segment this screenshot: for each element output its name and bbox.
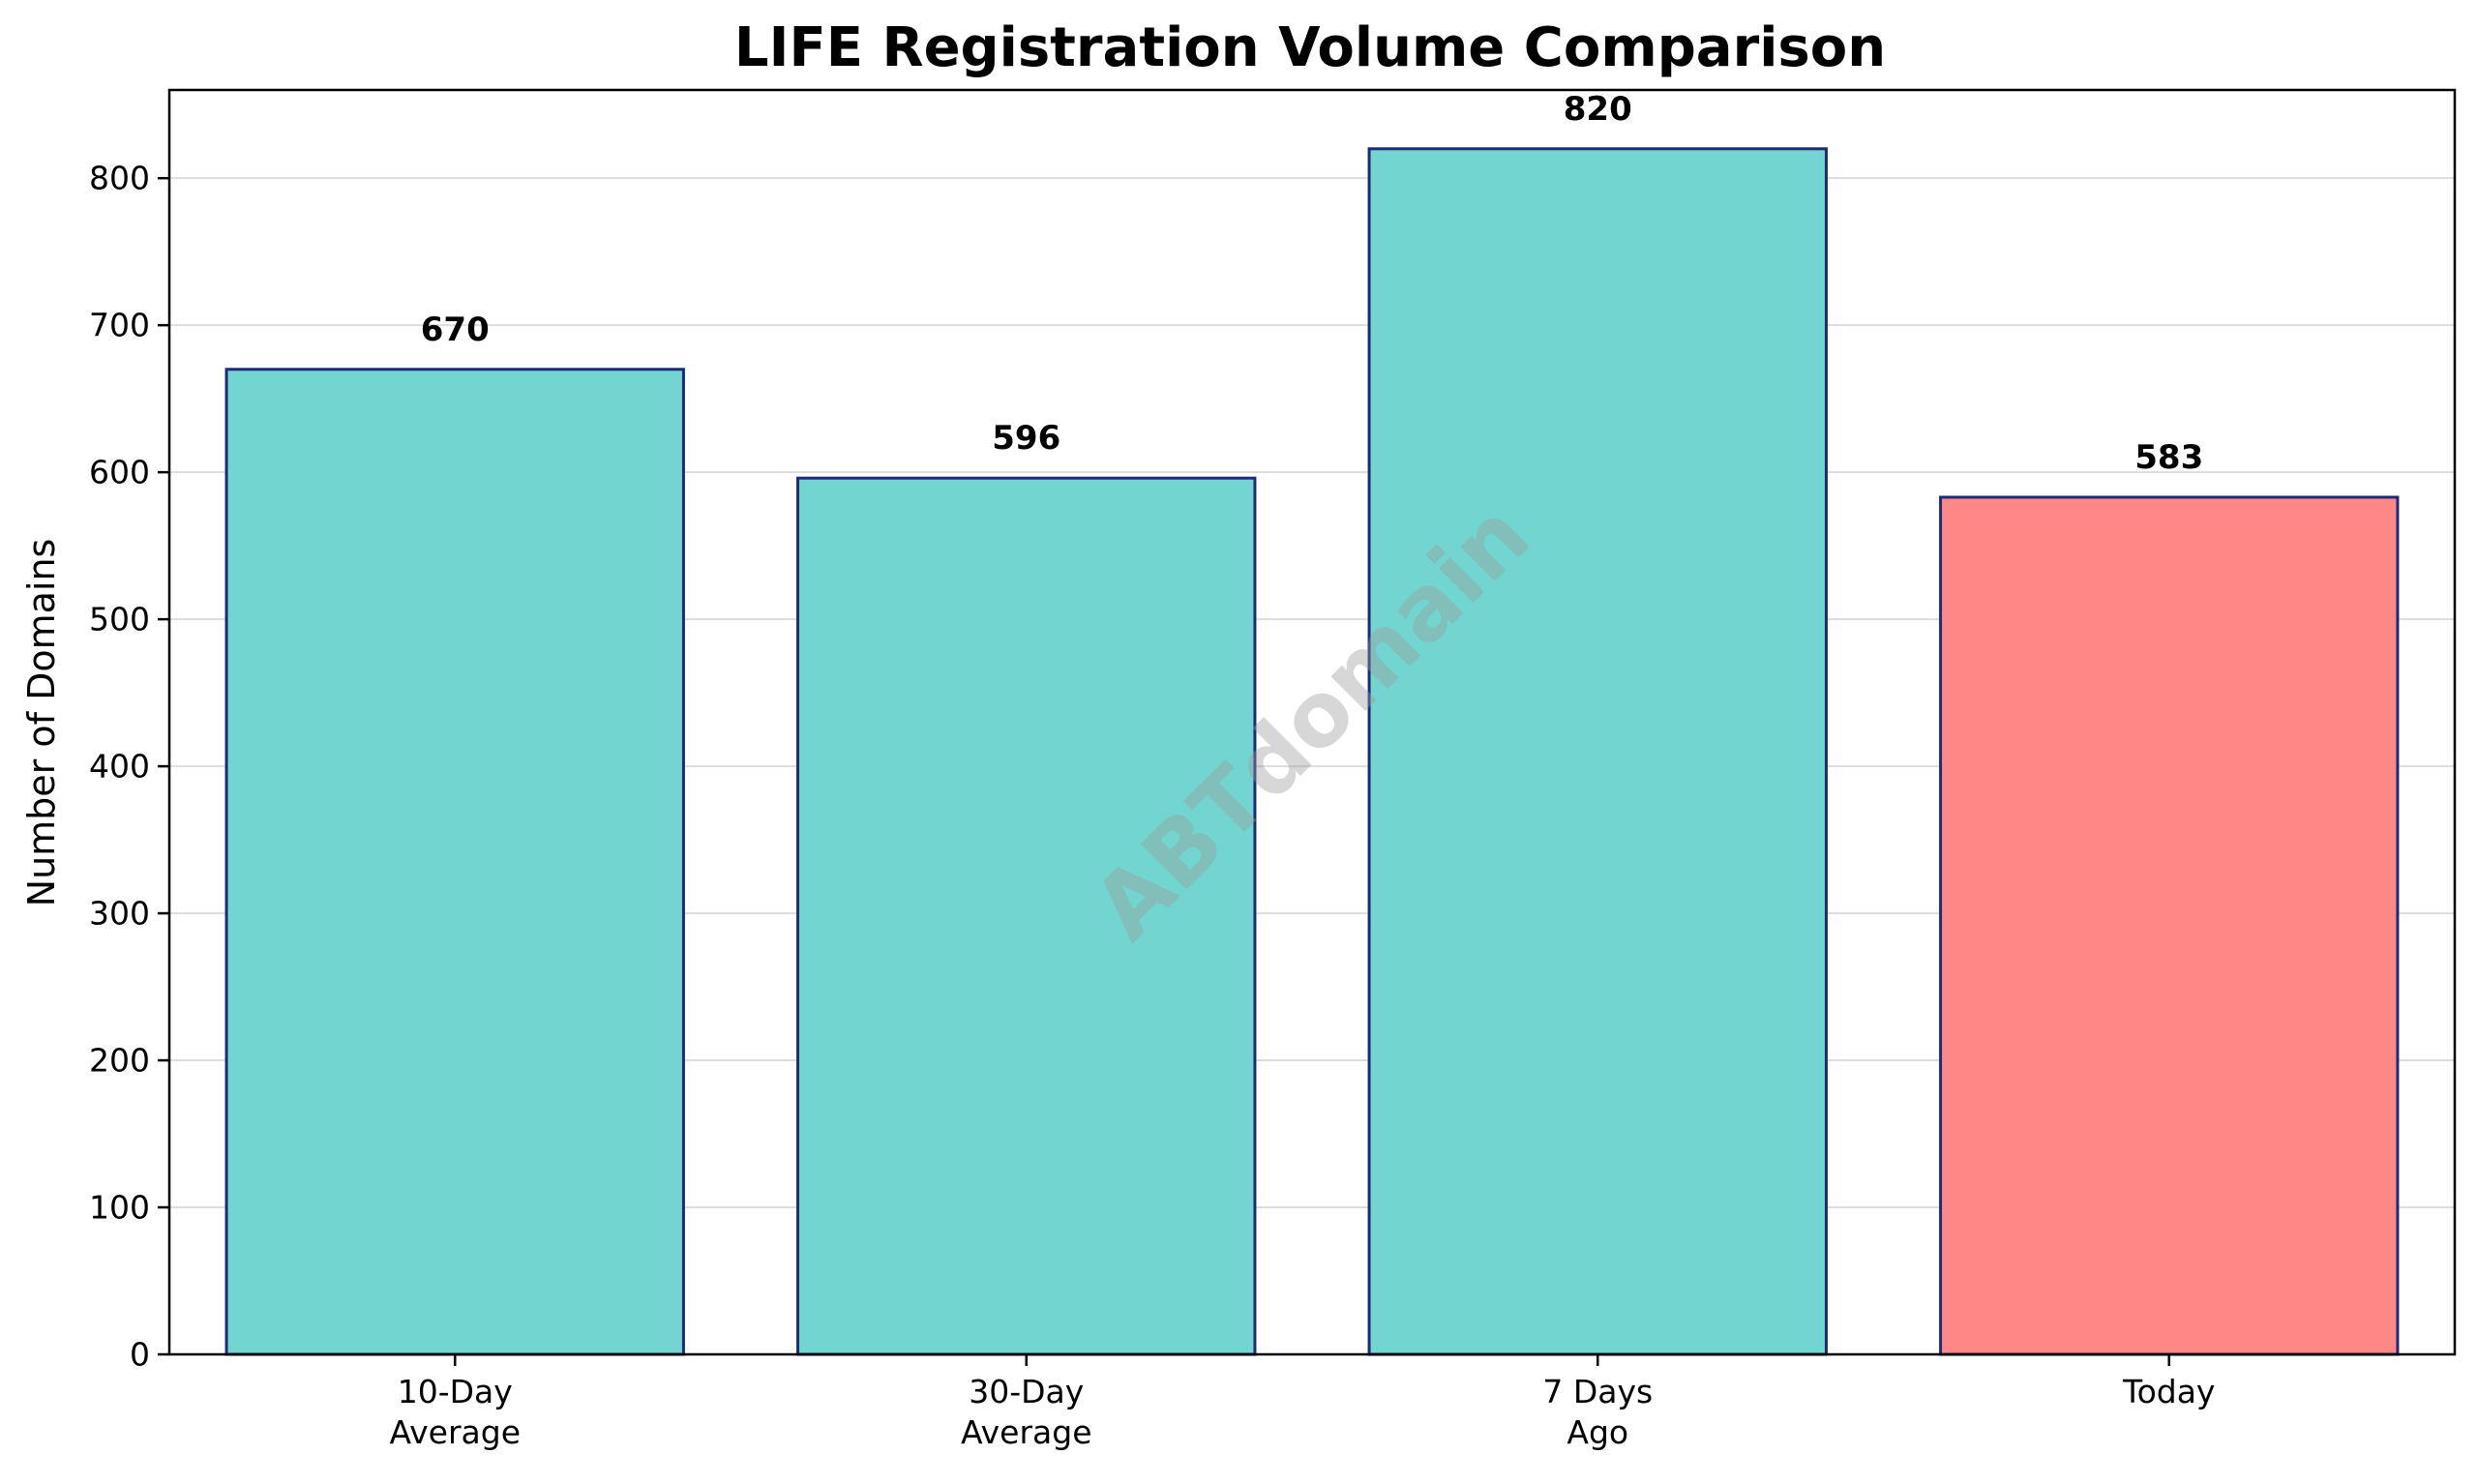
x-tick-label: 10-Day Average [389,1373,521,1451]
x-tick-label: 7 Days Ago [1542,1373,1653,1451]
y-tick-label: 300 [89,895,150,933]
x-tick-label: Today [2122,1373,2215,1410]
y-tick-label: 500 [89,601,150,638]
bar [796,476,1257,1356]
y-axis-ticks: 0 100 200 300 400 500 600 700 800 [89,160,169,1374]
bar [1939,495,2400,1356]
bar-value-label: 670 [421,311,490,349]
bar [1367,147,1828,1356]
y-tick-label: 100 [89,1189,150,1227]
data-labels: 670 596 820 583 [421,90,2203,477]
bar-value-label: 596 [992,419,1060,458]
bar [224,368,685,1356]
bar-value-label: 820 [1564,90,1632,129]
y-tick-label: 400 [89,748,150,786]
bars [224,147,2400,1356]
y-tick-label: 800 [89,160,150,197]
y-tick-label: 700 [89,307,150,344]
y-tick-label: 0 [130,1336,150,1374]
y-axis-label: Number of Domains [20,539,63,907]
bar-value-label: 583 [2134,438,2203,477]
y-tick-label: 600 [89,454,150,491]
y-tick-label: 200 [89,1042,150,1080]
plot-frame [167,88,2457,1356]
x-axis-ticks: 10-Day Average 30-Day Average 7 Days Ago Today [389,1354,2215,1451]
chart-title: LIFE Registration Volume Comparison [734,16,1886,79]
x-tick-label: 30-Day Average [961,1373,1092,1451]
